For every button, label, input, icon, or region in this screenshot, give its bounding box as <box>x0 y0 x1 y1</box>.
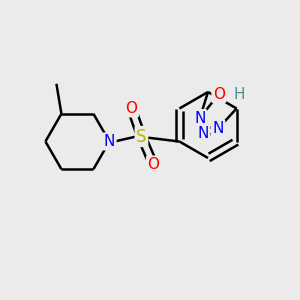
Text: O: O <box>147 157 159 172</box>
Text: N: N <box>212 121 224 136</box>
Text: H: H <box>234 86 245 101</box>
Text: N: N <box>104 134 115 149</box>
Text: O: O <box>213 86 225 101</box>
Text: S: S <box>136 128 147 146</box>
Text: N: N <box>194 110 206 125</box>
Text: O: O <box>125 101 137 116</box>
Text: N: N <box>198 126 209 141</box>
